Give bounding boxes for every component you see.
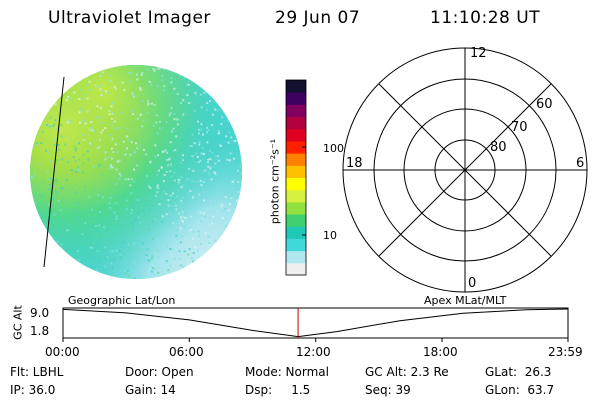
status-door: Door: Open	[125, 365, 194, 379]
timeline-xtick-2359: 23:59	[548, 345, 583, 359]
date-label: 29 Jun 07	[275, 8, 361, 28]
colorbar-label: photon cm⁻²s⁻¹	[268, 138, 282, 225]
aurora-disk	[30, 65, 242, 279]
timeline-xtick-0600: 06:00	[169, 345, 204, 359]
colorbar-stripe	[286, 262, 306, 276]
colorbar-stripe	[286, 140, 306, 154]
colorbar-stripe	[286, 226, 306, 239]
instrument-title: Ultraviolet Imager	[48, 8, 211, 28]
timeline-x-ticks	[62, 338, 569, 342]
colorbar-stripe	[286, 189, 306, 203]
timeline-xtick-1800: 18:00	[423, 345, 458, 359]
timeline-ylabel: GC Alt	[11, 305, 25, 340]
colorbar-stripe	[286, 165, 306, 178]
timeline-ytick-9: 9.0	[30, 306, 50, 320]
colorbar-stripe	[286, 92, 306, 105]
status-filter: Flt: LBHL	[10, 365, 64, 379]
time-label: 11:10:28 UT	[430, 8, 541, 28]
colorbar-stripe	[286, 201, 306, 215]
timeline-plot	[62, 307, 569, 342]
timeline-left-label: Geographic Lat/Lon	[68, 294, 176, 307]
colorbar-stripe	[286, 153, 306, 166]
colorbar-stripe	[286, 214, 306, 227]
terminator-line	[43, 76, 65, 268]
timeline-xtick-0000: 00:00	[45, 345, 80, 359]
colorbar-tick-100: 100	[323, 142, 344, 155]
timeline-ytick-1: 1.8	[30, 324, 50, 338]
status-seq: Seq: 39	[365, 383, 411, 397]
timeline-right-label: Apex MLat/MLT	[424, 294, 507, 307]
timeline-frame	[62, 307, 569, 339]
status-ip: IP: 36.0	[10, 383, 56, 397]
lat-label-60: 60	[536, 97, 553, 112]
colorbar-stripe	[286, 80, 306, 93]
colorbar-tick-10: 10	[323, 229, 337, 242]
timeline-xtick-1200: 12:00	[296, 345, 331, 359]
status-gc-alt: GC Alt: 2.3 Re	[365, 365, 449, 379]
status-gain: Gain: 14	[125, 383, 176, 397]
mlt-label-12: 12	[470, 46, 487, 61]
lat-label-70: 70	[511, 120, 528, 135]
colorbar	[285, 79, 307, 276]
mlt-label-0: 0	[468, 276, 477, 291]
status-mode: Mode: Normal	[245, 365, 329, 379]
colorbar-frame	[285, 79, 307, 276]
colorbar-stripe	[286, 177, 306, 191]
polar-grid	[342, 47, 588, 293]
mlt-label-6: 6	[576, 156, 585, 171]
lat-label-80: 80	[490, 140, 507, 155]
colorbar-stripe	[286, 104, 306, 118]
mlt-label-18: 18	[346, 156, 363, 171]
altitude-line	[62, 308, 569, 338]
polar-diagonal	[378, 83, 552, 257]
status-glon: GLon: 63.7	[485, 383, 555, 397]
colorbar-stripe	[286, 250, 306, 264]
colorbar-stripe	[286, 116, 306, 130]
colorbar-stripe	[286, 238, 306, 252]
colorbar-stripe	[286, 128, 306, 142]
status-glat: GLat: 26.3	[485, 365, 552, 379]
colorbar-gradient	[286, 80, 306, 276]
status-dsp: Dsp: 1.5	[245, 383, 311, 397]
aurora-image	[30, 65, 242, 279]
